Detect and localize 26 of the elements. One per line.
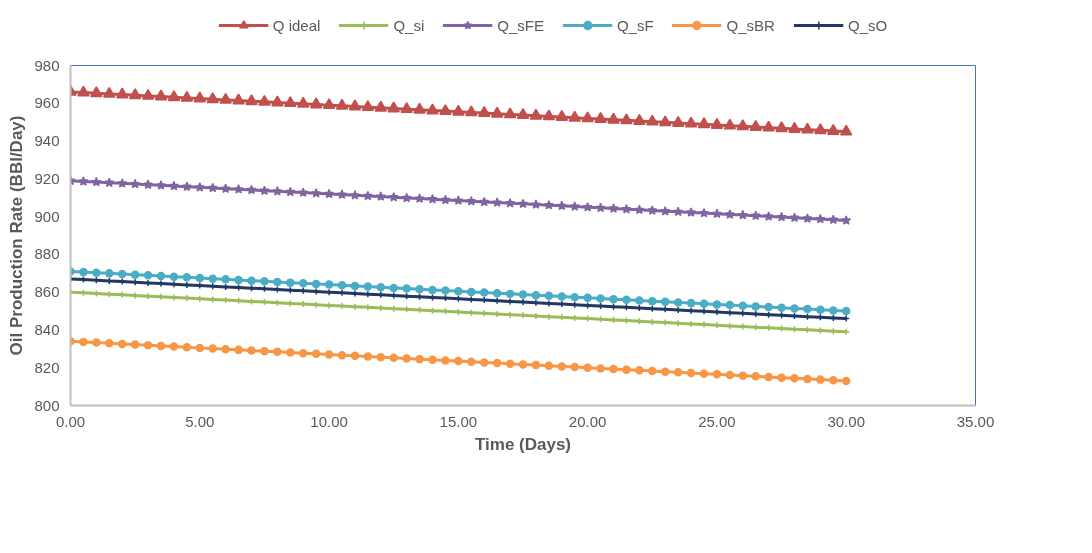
legend-label: Q_sF <box>616 16 654 34</box>
y-tick-label: 840 <box>34 320 60 338</box>
y-tick-label: 940 <box>34 132 60 150</box>
y-axis-title: Oil Production Rate (BBl/Day) <box>7 115 27 356</box>
y-tick-label: 920 <box>34 169 60 187</box>
y-tick-label: 820 <box>34 358 60 376</box>
legend-label: Q ideal <box>272 16 321 34</box>
x-tick-label: 35.00 <box>956 412 995 430</box>
x-tick-label: 0.00 <box>55 412 86 430</box>
y-tick-label: 980 <box>34 56 60 74</box>
x-tick-label: 30.00 <box>827 412 865 430</box>
y-tick-label: 900 <box>34 207 60 225</box>
legend-label: Q_sO <box>847 16 888 34</box>
y-tick-label: 860 <box>34 283 60 301</box>
legend-label: Q_si <box>393 16 425 34</box>
x-tick-label: 25.00 <box>698 412 736 430</box>
x-axis-title: Time (Days) <box>474 434 572 454</box>
x-tick-label: 20.00 <box>568 412 607 430</box>
y-tick-label: 880 <box>34 245 60 263</box>
y-tick-label: 960 <box>34 94 60 112</box>
legend-label: Q_sBR <box>726 16 775 34</box>
x-tick-label: 15.00 <box>439 412 478 430</box>
y-tick-label: 800 <box>34 396 60 414</box>
x-tick-label: 10.00 <box>310 412 348 430</box>
x-tick-label: 5.00 <box>185 412 215 430</box>
legend-label: Q_sFE <box>497 16 544 34</box>
